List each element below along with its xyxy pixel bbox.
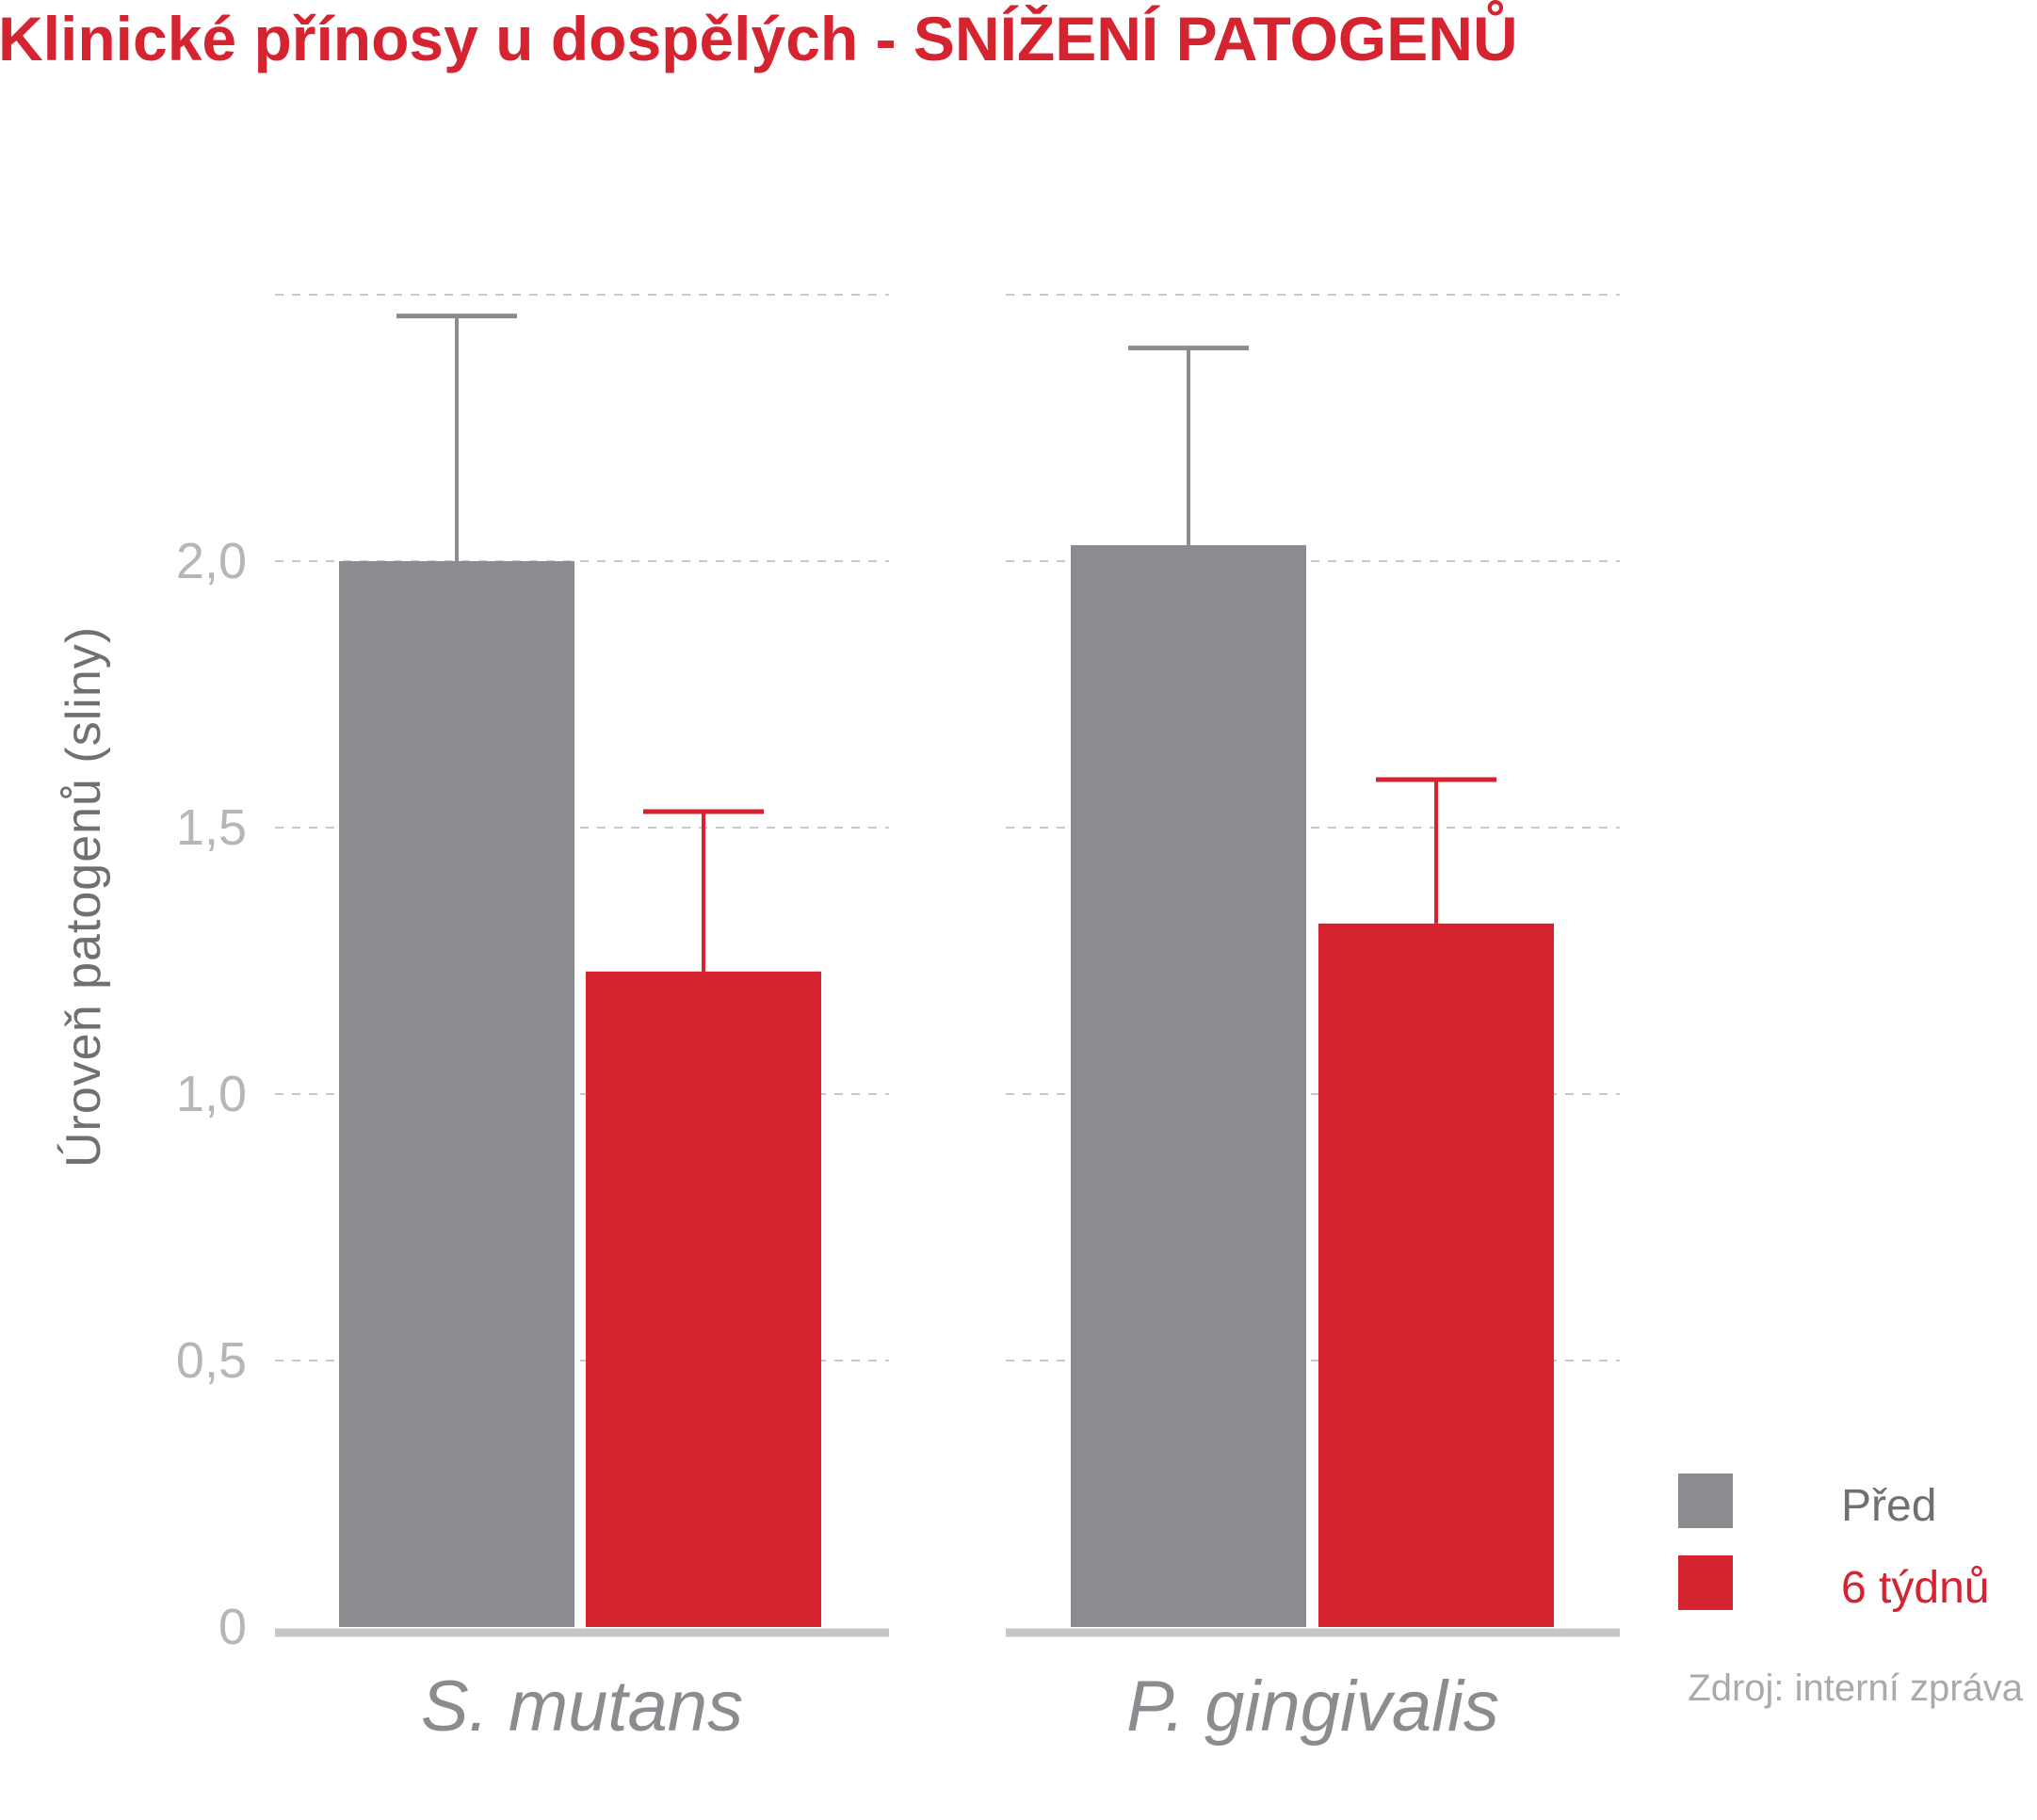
legend-swatch — [1678, 1474, 1733, 1528]
error-bars — [396, 314, 1496, 972]
legend-swatch — [1678, 1555, 1733, 1610]
y-axis-label: Úroveň patogenů (sliny) — [57, 626, 111, 1168]
legend-label: Před — [1841, 1481, 1936, 1531]
bars — [339, 545, 1554, 1627]
y-tick-label: 1,5 — [176, 799, 247, 856]
bar — [1071, 545, 1306, 1627]
bar — [1318, 923, 1554, 1627]
chart-title: Klinické přínosy u dospělých - SNÍŽENÍ P… — [0, 0, 1518, 73]
category-label: P. gingivalis — [1126, 1667, 1499, 1747]
source-note: Zdroj: interní zpráva — [1688, 1667, 2023, 1709]
bar — [586, 971, 821, 1627]
legend-label: 6 týdnů — [1841, 1563, 1989, 1613]
y-tick-label: 0,5 — [176, 1332, 247, 1389]
legend: Před 6 týdnů — [1678, 1474, 1989, 1613]
bar — [339, 561, 574, 1627]
y-axis-tick-labels: 0 0,5 1,0 1,5 2,0 — [176, 533, 247, 1655]
y-tick-label: 2,0 — [176, 533, 247, 589]
category-label: S. mutans — [421, 1667, 743, 1747]
y-tick-label: 0 — [218, 1599, 247, 1655]
x-axis-category-labels: S. mutans P. gingivalis — [421, 1667, 1499, 1747]
y-tick-label: 1,0 — [176, 1066, 247, 1122]
